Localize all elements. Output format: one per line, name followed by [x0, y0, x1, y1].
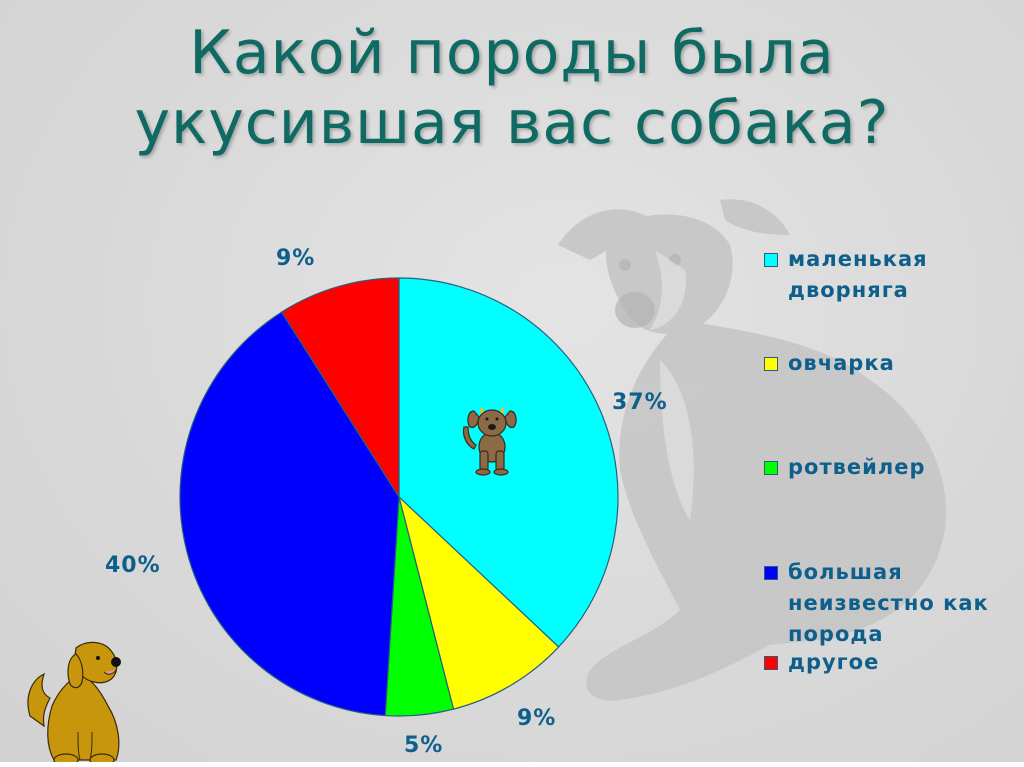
label-small-mongrel-percent: 37% — [612, 390, 668, 415]
legend-label: маленькая дворняга — [788, 247, 928, 302]
legend-label: ротвейлер — [788, 455, 926, 479]
legend-swatch-cyan — [764, 253, 778, 267]
legend-item-other: другое — [764, 647, 879, 678]
slice-big-unknown — [179, 311, 400, 717]
legend-item-shepherd: овчарка — [764, 348, 895, 379]
slice-small-mongrel — [398, 277, 619, 648]
greyhound-photo-icon — [558, 199, 947, 701]
title-line-1: Какой породы была — [189, 18, 835, 88]
legend-item-rottweiler: ротвейлер — [764, 452, 926, 483]
legend-item-big-unknown: большая неизвестно как порода — [764, 557, 989, 650]
legend-label: большая неизвестно как порода — [788, 560, 989, 646]
label-other-percent: 9% — [276, 246, 316, 271]
pie-chart — [179, 277, 619, 717]
cartoon-puppy-icon — [462, 408, 517, 476]
legend-swatch-red — [764, 656, 778, 670]
slice-other — [280, 277, 400, 500]
legend-swatch-blue — [764, 566, 778, 580]
legend-swatch-green — [764, 461, 778, 475]
cartoon-golden-dog-icon — [27, 641, 121, 762]
label-shepherd-percent: 9% — [517, 706, 557, 731]
slice-shepherd — [397, 495, 560, 710]
legend-swatch-yellow — [764, 357, 778, 371]
slide-bottom-edge — [0, 762, 1024, 767]
legend-label: овчарка — [788, 351, 895, 375]
label-rottweiler-percent: 5% — [404, 733, 444, 758]
legend-label: другое — [788, 650, 880, 674]
label-big-unknown-percent: 40% — [105, 553, 161, 578]
legend-item-small-mongrel: маленькая дворняга — [764, 244, 928, 306]
title-line-2: укусившая вас собака? — [134, 88, 890, 158]
slide-title: Какой породы была укусившая вас собака? — [0, 18, 1024, 158]
